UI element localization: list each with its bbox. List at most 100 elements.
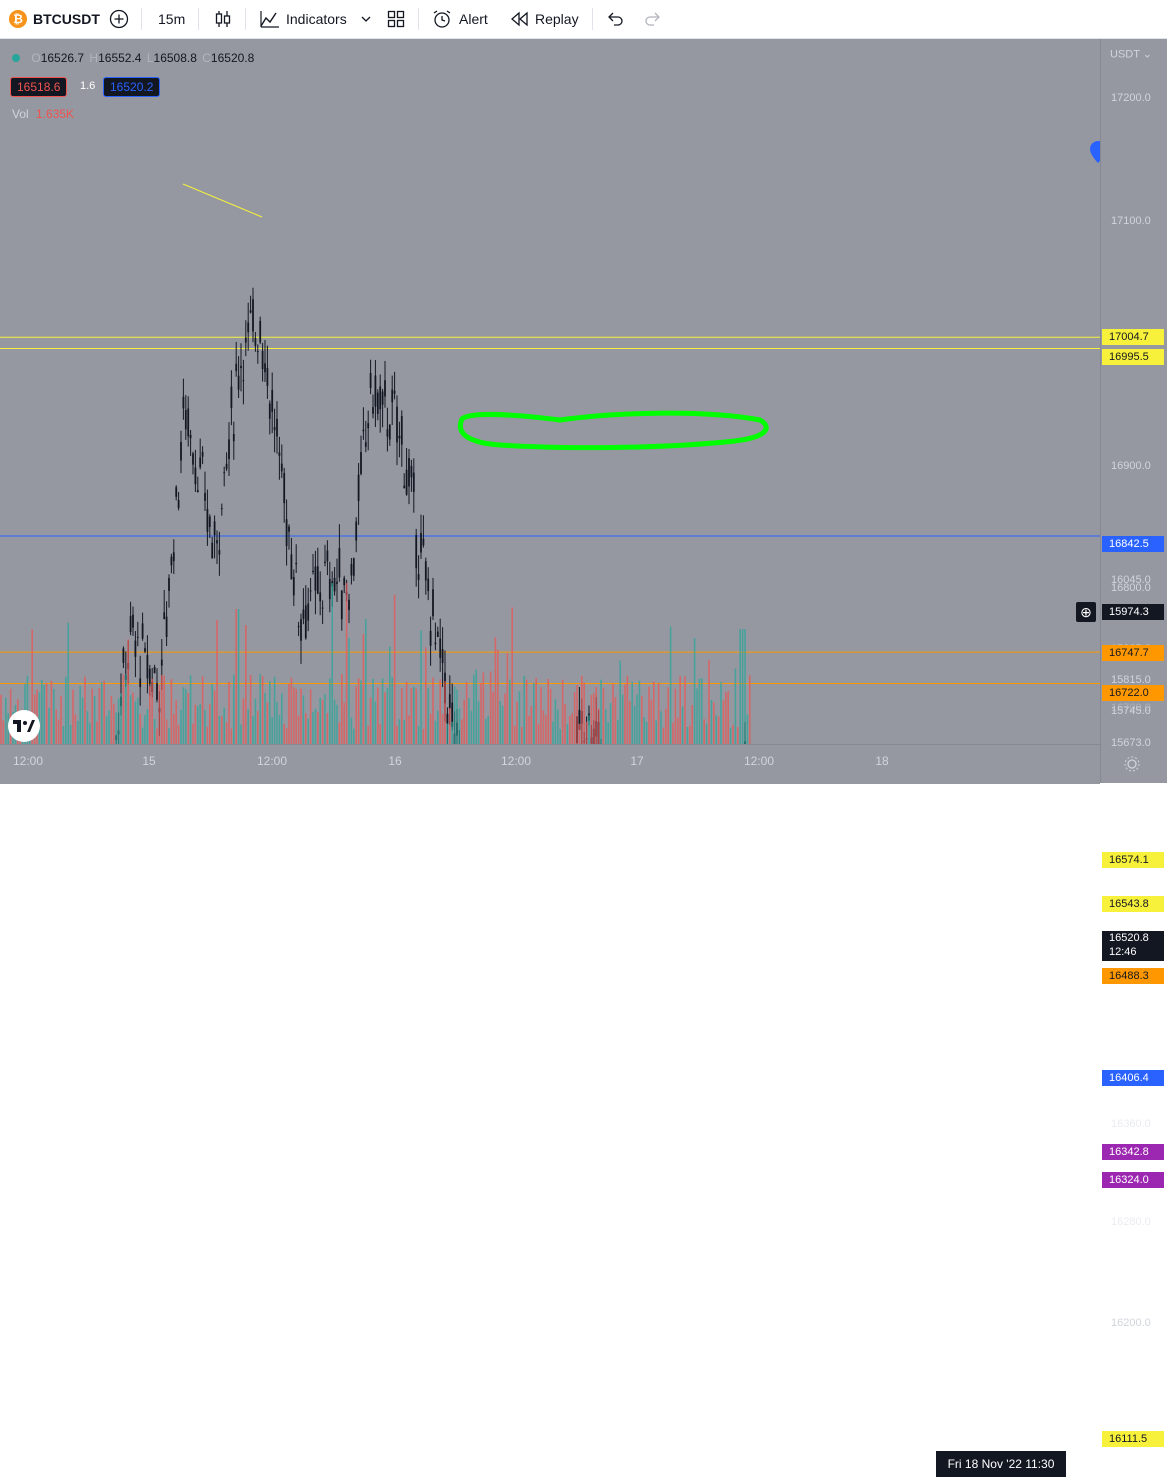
candle-body xyxy=(180,441,182,461)
volume-bar xyxy=(636,694,638,744)
volume-bar xyxy=(542,710,545,744)
candle-body xyxy=(326,550,329,562)
redo-button[interactable] xyxy=(644,0,662,38)
volume-bar xyxy=(489,671,492,744)
currency-label[interactable]: USDT ⌄ xyxy=(1110,48,1153,61)
chart-type-button[interactable] xyxy=(214,0,232,38)
volume-bar xyxy=(127,639,129,744)
volume-bar xyxy=(158,684,161,744)
volume-bar xyxy=(677,717,679,744)
chart-pane[interactable]: O16526.7 H16552.4 L16508.8 C16520.8 1651… xyxy=(0,39,1167,1477)
volume-bar xyxy=(48,707,50,744)
volume-bar xyxy=(264,692,266,744)
symbol-search[interactable]: ₿ BTCUSDT xyxy=(9,0,100,38)
volume-bar xyxy=(312,711,314,744)
templates-button[interactable] xyxy=(387,0,405,38)
volume-bar xyxy=(278,715,281,744)
level-price-label: 16543.8 xyxy=(1102,895,1164,912)
trendline-drawing xyxy=(182,183,263,218)
volume-bar xyxy=(273,676,276,744)
sell-price-button[interactable]: 16518.6 xyxy=(10,77,68,97)
volume-bar xyxy=(65,676,67,744)
volume-bar xyxy=(679,676,681,744)
level-price-label: 16574.1 xyxy=(1102,851,1164,868)
candle-body xyxy=(211,542,214,559)
candle-body xyxy=(240,365,242,369)
volume-bar xyxy=(182,687,185,744)
volume-bar xyxy=(84,676,86,744)
indicators-icon xyxy=(260,11,279,28)
price-axis[interactable]: USDT ⌄ 17200.0 17100.0 16900.0 16800.0 16200… xyxy=(1100,39,1167,1449)
volume-bar xyxy=(350,717,353,744)
volume-bar xyxy=(645,721,648,744)
open-prefix: O xyxy=(31,51,41,65)
level-price-label: 16324.0 xyxy=(1102,1172,1164,1189)
volume-bar xyxy=(5,697,7,744)
time-axis[interactable]: Fri 18 Nov '22 11:30 12:00 15 12:00 16 12:00… xyxy=(0,744,1140,1477)
volume-bar xyxy=(698,678,701,744)
candle-body xyxy=(204,492,206,501)
candle-body xyxy=(160,659,163,666)
volume-bar xyxy=(132,692,134,744)
settings-gear-icon[interactable] xyxy=(1123,755,1141,773)
toolbar-divider xyxy=(141,8,142,30)
volume-bar xyxy=(50,680,53,744)
alert-button[interactable]: Alert xyxy=(432,0,488,38)
volume-bar xyxy=(746,714,749,744)
volume-bar xyxy=(655,720,657,744)
candle-body xyxy=(134,640,137,657)
volume-bar xyxy=(341,674,343,744)
candle-body xyxy=(278,452,281,456)
volume-bar xyxy=(81,697,84,744)
candle-body xyxy=(417,574,420,580)
buy-price-button[interactable]: 16520.2 xyxy=(103,77,161,97)
candle-body xyxy=(208,516,211,528)
candle-body xyxy=(297,626,300,628)
candle-body xyxy=(206,509,209,532)
compare-button[interactable] xyxy=(109,0,129,38)
add-order-plus-icon[interactable]: ⊕ xyxy=(1076,602,1096,622)
candle-body xyxy=(372,407,374,414)
candle-body xyxy=(348,599,350,610)
volume-bar xyxy=(369,697,372,744)
volume-bar xyxy=(537,723,540,744)
volume-bar xyxy=(276,702,278,744)
currency-text: USDT xyxy=(1110,48,1140,61)
interval-button[interactable]: 15m xyxy=(158,0,185,38)
volume-bar xyxy=(434,720,437,744)
candle-body xyxy=(213,521,216,536)
candle-body xyxy=(314,566,317,591)
price-tick: 15815.0 xyxy=(1111,674,1151,686)
volume-bar xyxy=(473,674,475,744)
volume-bar xyxy=(297,715,300,744)
indicators-button[interactable]: Indicators xyxy=(260,0,372,38)
volume-bar xyxy=(621,694,624,744)
high-prefix: H xyxy=(89,51,99,65)
volume-bar xyxy=(518,691,521,744)
volume-bar xyxy=(261,675,264,744)
replay-button[interactable]: Replay xyxy=(511,0,579,38)
volume-bar xyxy=(691,704,693,744)
volume-bar xyxy=(429,713,432,744)
toolbar-divider xyxy=(198,8,199,30)
volume-bar xyxy=(593,693,595,744)
volume-bar xyxy=(173,714,175,744)
candle-body xyxy=(163,612,166,620)
volume-bar xyxy=(108,710,110,744)
volume-bar xyxy=(552,721,554,744)
svg-text:₿: ₿ xyxy=(13,12,23,26)
volume-bar xyxy=(309,689,312,744)
price-tick: 17200.0 xyxy=(1111,92,1151,104)
price-plot[interactable] xyxy=(0,39,1100,744)
volume-bar xyxy=(492,691,494,744)
volume-bar xyxy=(89,722,91,744)
tradingview-logo[interactable] xyxy=(8,710,40,742)
volume-bar xyxy=(329,678,331,744)
alert-label: Alert xyxy=(459,11,488,27)
volume-bar xyxy=(405,681,408,744)
volume-bar xyxy=(319,698,321,744)
volume-bar xyxy=(0,694,2,744)
volume-bar xyxy=(576,685,578,744)
undo-button[interactable] xyxy=(606,0,624,38)
candle-body xyxy=(196,490,199,493)
